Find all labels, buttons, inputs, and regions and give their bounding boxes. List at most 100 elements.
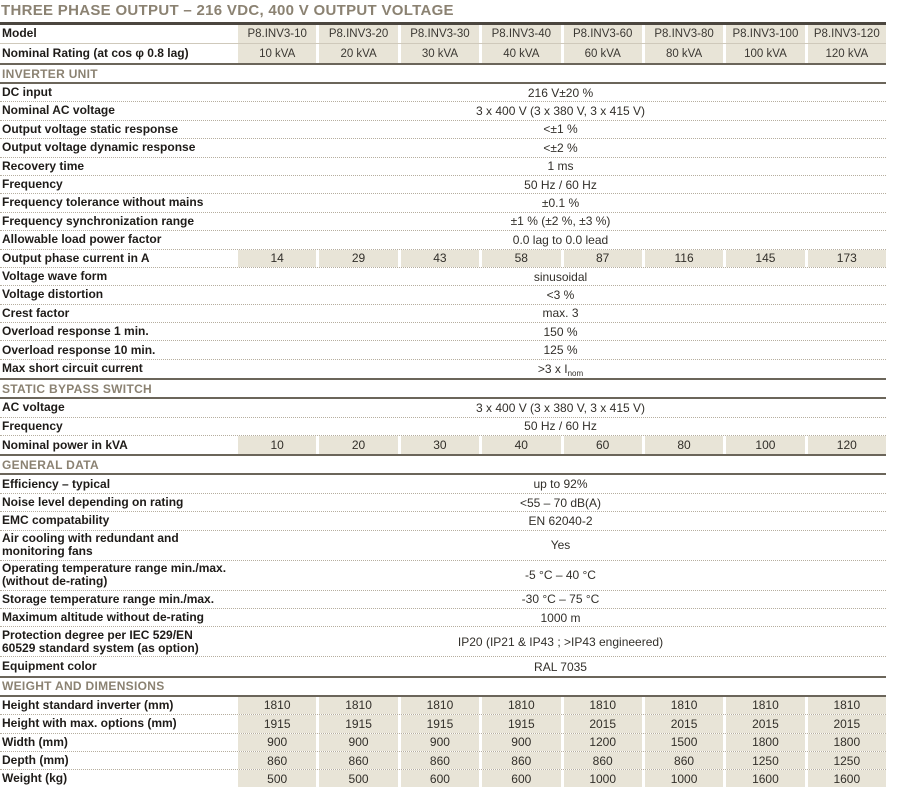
data-cell: 10 <box>235 436 317 455</box>
value-text: 0.0 lag to 0.0 lead <box>512 232 609 247</box>
row-label: Voltage distortion <box>2 287 104 302</box>
value-text: 150 % <box>543 324 578 339</box>
data-cell: 500 <box>235 770 317 787</box>
data-cell: 2015 <box>560 715 642 733</box>
rating-cell: 40 kVA <box>479 44 561 63</box>
row-label: Storage temperature range min./max. <box>2 591 215 606</box>
model-name-cell: P8.INV3-120 <box>804 25 886 43</box>
value-text: 3 x 400 V (3 x 380 V, 3 x 415 V) <box>476 104 645 119</box>
row-value: up to 92% <box>235 475 886 492</box>
row-label: Overload response 1 min. <box>2 324 149 339</box>
spec-row: Efficiency – typical up to 92% <box>0 475 886 494</box>
data-cell: 860 <box>560 751 642 770</box>
spec-row: Nominal AC voltage 3 x 400 V (3 x 380 V, … <box>0 102 886 121</box>
row-value: EN 62040-2 <box>235 512 886 529</box>
row-label: Width (mm) <box>2 734 68 749</box>
page-title: THREE PHASE OUTPUT – 216 VDC, 400 V OUTP… <box>0 0 886 25</box>
data-cell: 1810 <box>235 696 317 715</box>
row-label: Frequency tolerance without mains <box>2 195 204 210</box>
spec-row: Output voltage dynamic response <±2 % <box>0 139 886 158</box>
data-cell: 20 <box>316 436 398 455</box>
row-label: Height standard inverter (mm) <box>2 697 174 712</box>
row-label: Height with max. options (mm) <box>2 716 177 731</box>
row-label: Frequency synchronization range <box>2 213 195 228</box>
data-cell: 1800 <box>723 733 805 751</box>
data-cell: 1800 <box>804 733 886 751</box>
spec-row: Crest factor max. 3 <box>0 305 886 324</box>
value-text: ±0.1 % <box>541 196 580 211</box>
value-text: <±1 % <box>543 122 578 137</box>
data-cell: 860 <box>316 751 398 770</box>
rating-row: Nominal Rating (at cos φ 0.8 lag) 10 kVA 2… <box>0 44 886 63</box>
data-cell: 116 <box>641 249 724 267</box>
data-cell: 1810 <box>723 696 805 715</box>
value-text: -5 °C – 40 °C <box>525 568 596 583</box>
row-value: 216 V±20 % <box>235 84 886 101</box>
row-label: Nominal power in kVA <box>2 437 128 452</box>
value-subscript: nom <box>567 368 584 378</box>
spec-row: AC voltage 3 x 400 V (3 x 380 V, 3 x 415 … <box>0 399 886 418</box>
row-label: Recovery time <box>2 158 85 173</box>
section-header: INVERTER UNIT <box>0 63 886 84</box>
model-row-label: Model <box>2 26 37 41</box>
data-cell: 1810 <box>560 696 642 715</box>
section-header: WEIGHT AND DIMENSIONS <box>0 675 886 697</box>
value-text: <±2 % <box>543 140 578 155</box>
row-value: 50 Hz / 60 Hz <box>235 176 886 193</box>
data-cell: 1500 <box>641 733 724 751</box>
spec-row: Frequency synchronization range ±1 % (±2 … <box>0 213 886 232</box>
data-cell: 860 <box>479 751 561 770</box>
model-name-cell: P8.INV3-80 <box>641 25 724 43</box>
data-cell: 1915 <box>479 715 561 733</box>
model-name-cell: P8.INV3-30 <box>397 25 480 43</box>
spec-row: Frequency 50 Hz / 60 Hz <box>0 418 886 437</box>
row-value: ±0.1 % <box>235 194 886 211</box>
data-cell: 1000 <box>641 770 724 787</box>
row-value: IP20 (IP21 & IP43 ; >IP43 engineered) <box>235 627 886 656</box>
rating-cell: 30 kVA <box>397 44 480 63</box>
rating-row-label: Nominal Rating (at cos φ 0.8 lag) <box>2 45 189 60</box>
data-cell: 1200 <box>560 733 642 751</box>
value-text: 125 % <box>543 343 578 358</box>
row-value: max. 3 <box>235 305 886 322</box>
data-cell: 100 <box>723 436 805 455</box>
row-label: Weight (kg) <box>2 771 68 786</box>
data-cell: 1600 <box>723 770 805 787</box>
spec-row: Frequency 50 Hz / 60 Hz <box>0 176 886 195</box>
row-value: 1 ms <box>235 158 886 175</box>
value-text: Yes <box>550 538 571 553</box>
spec-row: Equipment color RAL 7035 <box>0 657 886 675</box>
value-text: 3 x 400 V (3 x 380 V, 3 x 415 V) <box>476 400 645 415</box>
spec-row: EMC compatability EN 62040-2 <box>0 512 886 531</box>
value-text: max. 3 <box>542 306 579 321</box>
data-cell: 87 <box>560 249 642 267</box>
section-header: STATIC BYPASS SWITCH <box>0 378 886 400</box>
row-label: Output phase current in A <box>2 250 150 265</box>
spec-row: Height with max. options (mm) 1915 1915 191… <box>0 715 886 734</box>
row-value: 50 Hz / 60 Hz <box>235 418 886 435</box>
row-value: <±2 % <box>235 139 886 156</box>
row-label: Air cooling with redundant and monitorin… <box>2 530 179 559</box>
data-cell: 860 <box>641 751 724 770</box>
data-cell: 1810 <box>479 696 561 715</box>
row-label: Frequency <box>2 418 63 433</box>
spec-row: Depth (mm) 860 860 860 860 860 860 1250 1250 <box>0 751 886 771</box>
row-label: Maximum altitude without de-rating <box>2 610 205 625</box>
spec-table: Model P8.INV3-10 P8.INV3-20 P8.INV3-30 P8.IN… <box>0 25 886 787</box>
spec-row: Storage temperature range min./max. -30 °… <box>0 591 886 609</box>
data-cell: 900 <box>479 733 561 751</box>
data-cell: 900 <box>397 733 480 751</box>
row-label: Equipment color <box>2 658 97 673</box>
row-label: Noise level depending on rating <box>2 494 184 509</box>
data-cell: 145 <box>723 249 805 267</box>
spec-row: Frequency tolerance without mains ±0.1 % <box>0 194 886 213</box>
value-text: -30 °C – 75 °C <box>521 592 600 607</box>
value-text: ±1 % (±2 %, ±3 %) <box>510 214 611 229</box>
model-row: Model P8.INV3-10 P8.INV3-20 P8.INV3-30 P8.IN… <box>0 25 886 44</box>
data-cell: 173 <box>804 249 886 267</box>
value-text: <3 % <box>546 287 575 302</box>
spec-row: Voltage distortion <3 % <box>0 286 886 305</box>
data-cell: 1000 <box>560 770 642 787</box>
